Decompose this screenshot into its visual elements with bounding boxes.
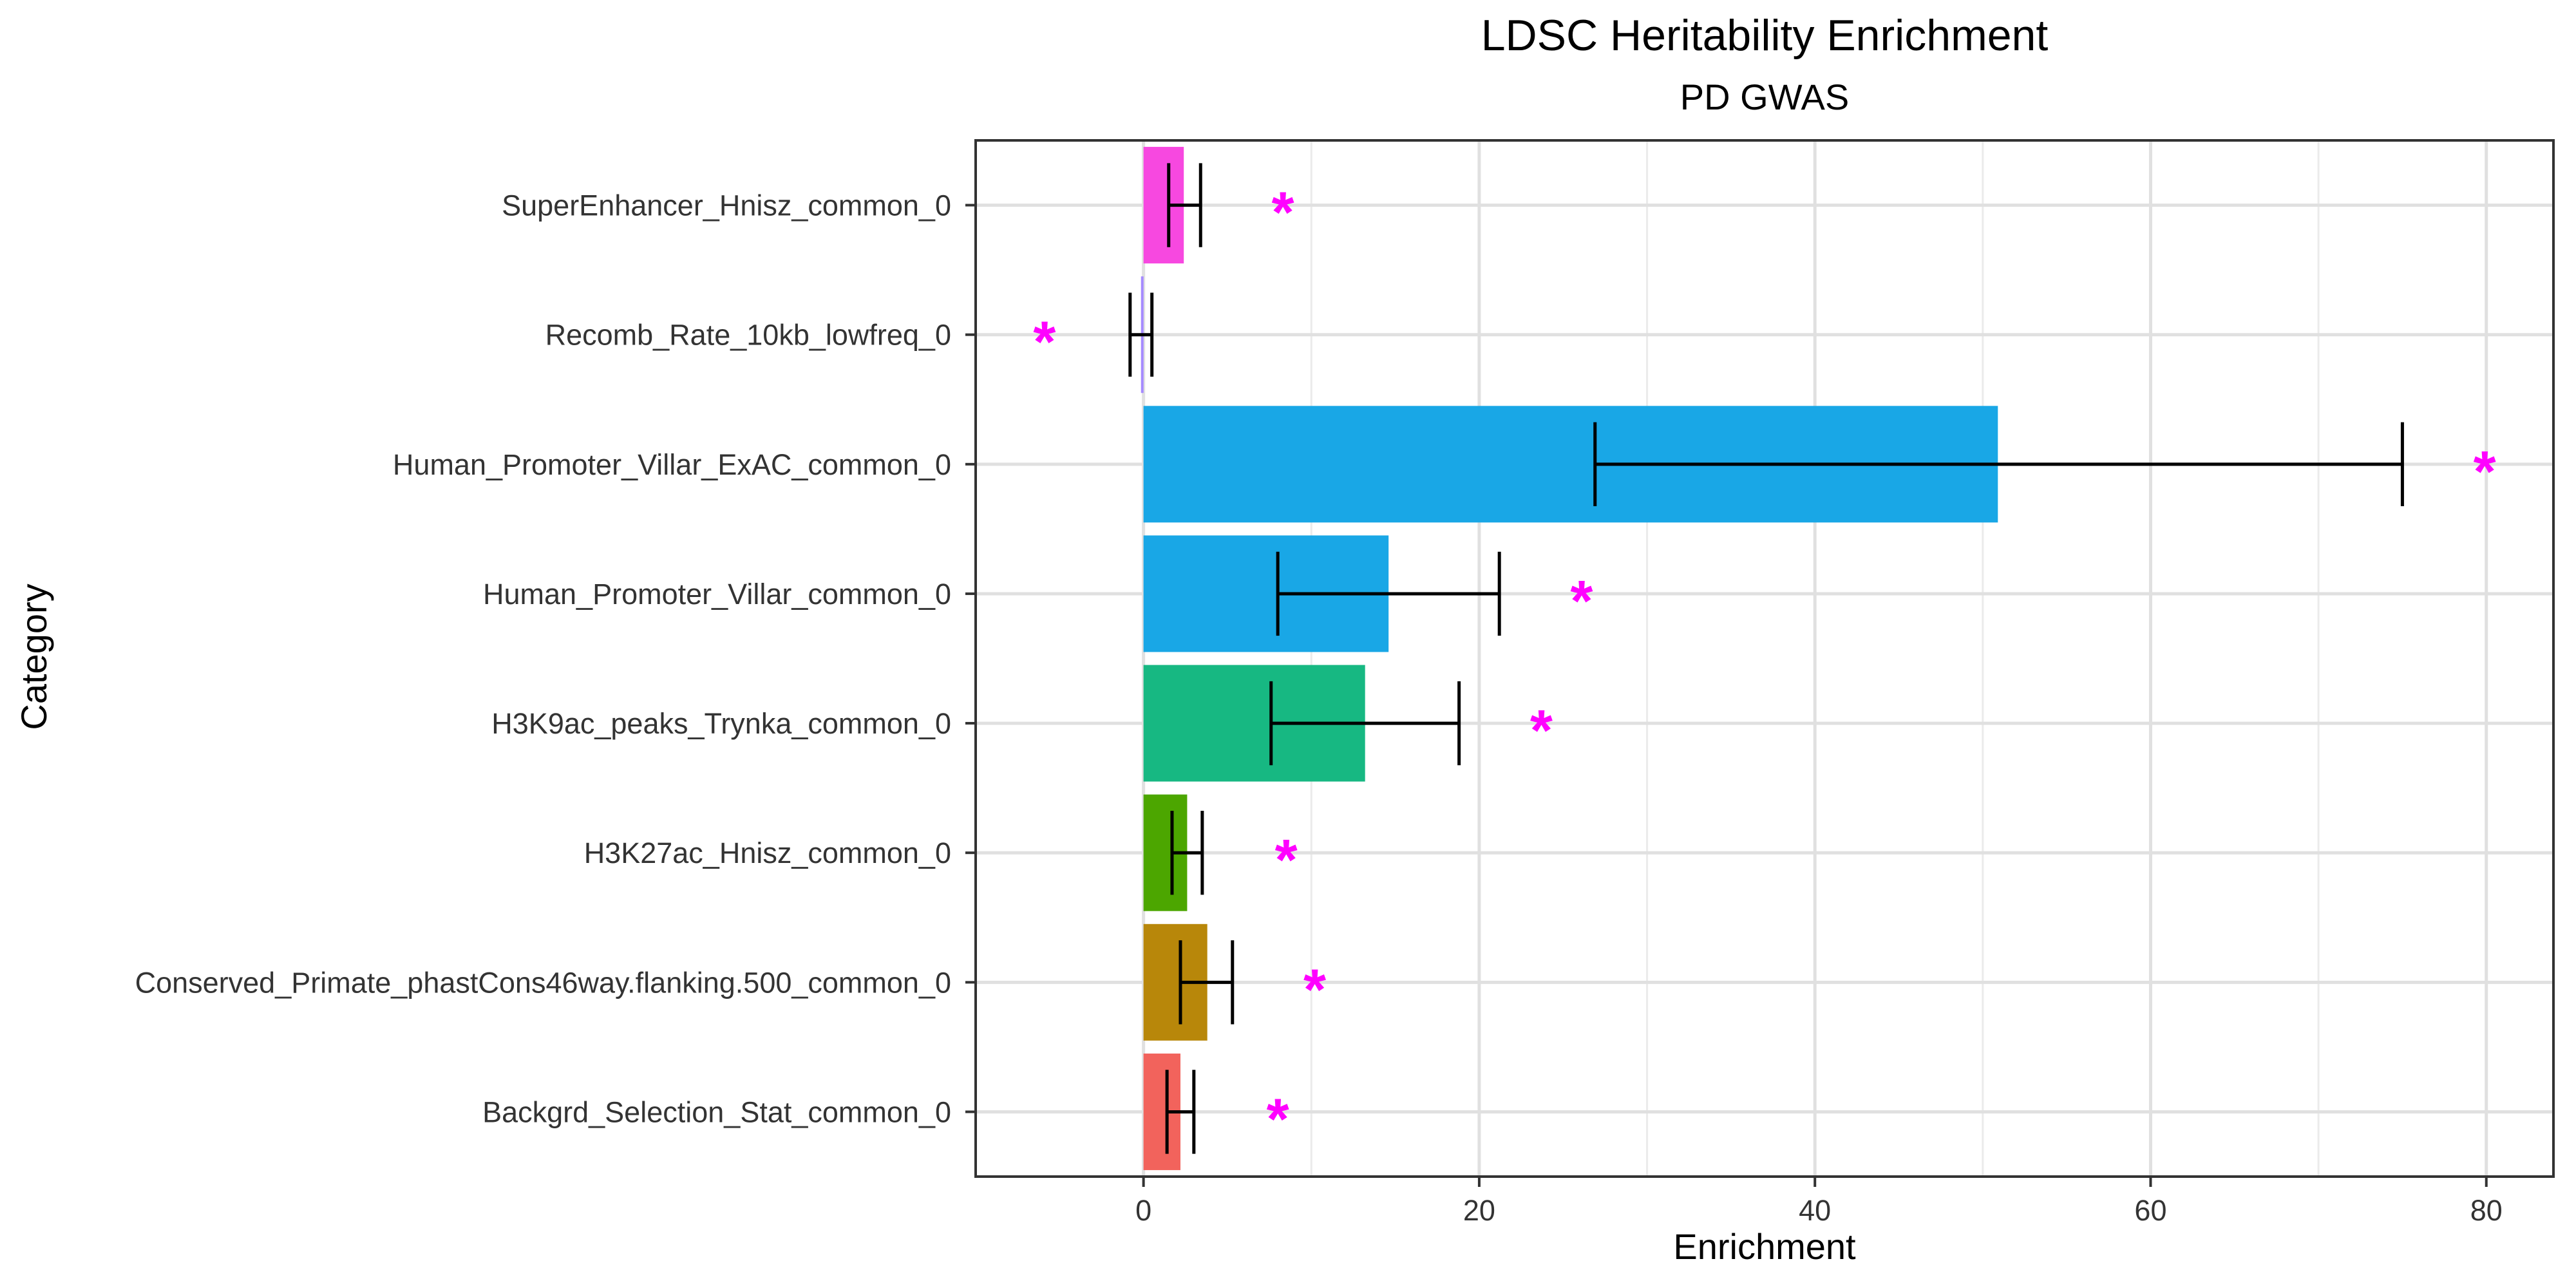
x-axis-title: Enrichment [1673,1226,1856,1267]
significance-marker: * [1530,699,1553,763]
significance-marker: * [1267,1087,1289,1151]
y-tick-label: Conserved_Primate_phastCons46way.flankin… [135,966,951,999]
y-tick-label: Backgrd_Selection_Stat_common_0 [482,1095,951,1128]
chart-title: LDSC Heritability Enrichment [1481,11,2049,60]
significance-marker: * [1570,569,1593,634]
significance-marker: * [1275,828,1298,893]
y-tick-label: Human_Promoter_Villar_common_0 [483,578,951,611]
y-axis-title: Category [14,583,54,730]
significance-marker: * [1033,310,1056,375]
significance-marker: * [1271,181,1294,245]
plot-border [974,139,2555,1178]
y-tick-label: Recomb_Rate_10kb_lowfreq_0 [545,319,951,352]
plot-area: * SuperEnhancer_Hnisz_common_0 * Recomb_Rat… [135,139,2555,1227]
plot-background [976,140,2553,1177]
y-tick-label: SuperEnhancer_Hnisz_common_0 [502,189,951,222]
x-tick-label: 0 [1135,1194,1151,1227]
y-tick-label: Human_Promoter_Villar_ExAC_common_0 [393,448,951,481]
significance-marker: * [1303,958,1326,1022]
x-tick-label: 80 [2470,1194,2503,1227]
chart-subtitle: PD GWAS [1680,77,1849,117]
x-tick-label: 60 [2134,1194,2166,1227]
y-tick-label: H3K27ac_Hnisz_common_0 [584,837,951,869]
significance-marker: * [2474,440,2496,504]
x-tick-label: 20 [1463,1194,1495,1227]
x-tick-label: 40 [1799,1194,1831,1227]
y-tick-label: H3K9ac_peaks_Trynka_common_0 [491,707,951,740]
